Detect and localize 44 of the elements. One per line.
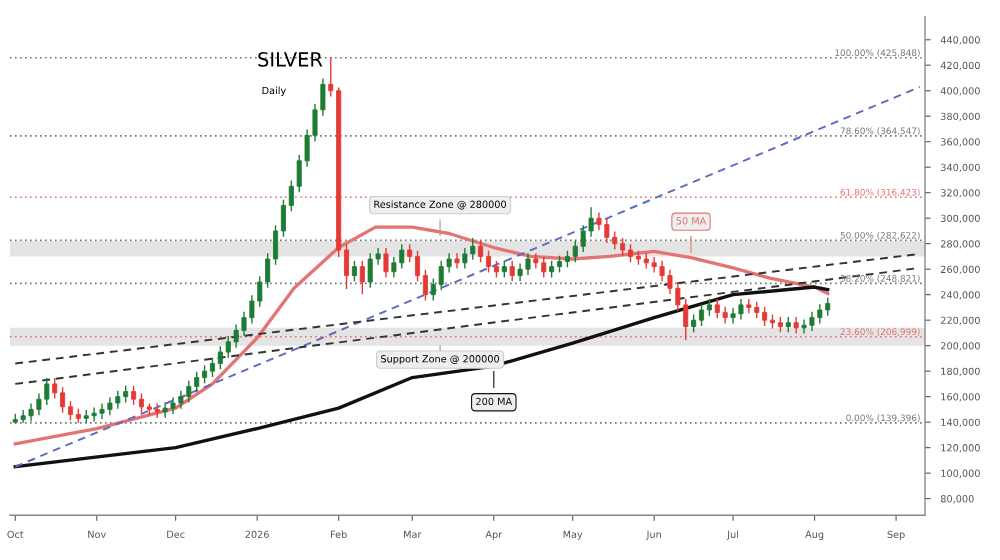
candlestick: [91, 407, 97, 422]
candlestick: [44, 378, 50, 405]
candlestick: [470, 237, 476, 260]
candlestick: [217, 346, 223, 370]
candlestick: [509, 260, 515, 282]
candlestick: [225, 336, 231, 358]
candlestick: [801, 319, 807, 334]
candlestick: [651, 257, 657, 273]
candlestick: [351, 260, 357, 282]
candlestick: [596, 212, 602, 231]
candlestick: [162, 402, 168, 418]
candlestick: [525, 253, 531, 275]
candlestick: [738, 299, 744, 320]
candlestick: [170, 397, 176, 414]
candlestick: [604, 218, 610, 244]
candlestick: [60, 387, 66, 413]
candlestick: [186, 380, 192, 403]
candlestick: [730, 308, 736, 324]
candlestick: [99, 403, 105, 420]
candlestick: [20, 409, 26, 423]
candlestick: [541, 257, 547, 278]
line-series: [13, 285, 830, 469]
candlestick: [194, 371, 200, 393]
text: SILVER: [258, 52, 323, 67]
candlestick: [367, 253, 373, 288]
candlestick: [659, 260, 665, 282]
candlestick: [746, 299, 752, 314]
candlestick: [462, 248, 468, 269]
candlestick: [399, 244, 405, 269]
candlestick: [359, 260, 365, 295]
candlestick: [533, 253, 539, 269]
candlestick: [486, 250, 492, 273]
candlestick: [383, 248, 389, 278]
candlestick: [722, 306, 728, 324]
candlestick: [454, 253, 460, 269]
candlestick: [793, 316, 799, 334]
candlestick: [391, 257, 397, 278]
candlestick: [28, 403, 34, 422]
candlestick: [233, 324, 239, 348]
candlestick: [698, 304, 705, 326]
candlestick: [580, 225, 586, 253]
candlestick: [517, 263, 523, 282]
candlestick: [438, 260, 444, 291]
candlestick: [478, 240, 484, 263]
